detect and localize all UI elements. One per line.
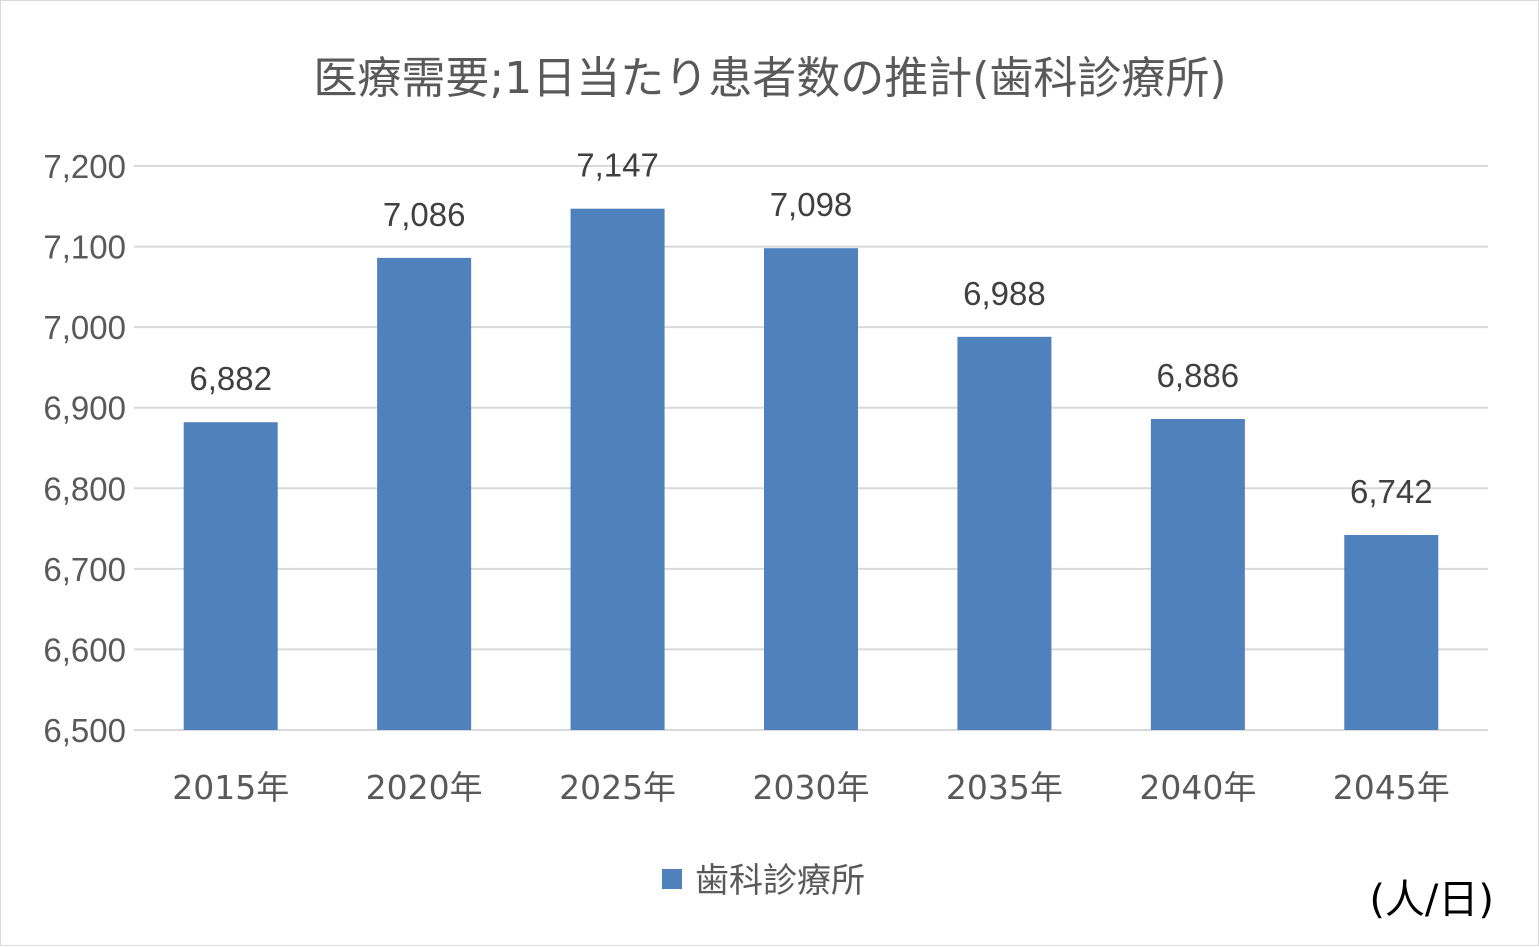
bar — [1344, 535, 1439, 730]
x-axis-ticks: 2015年 2020年 2025年 2030年 2035年 2040年 2045年 — [172, 768, 1450, 807]
y-tick-label: 6,700 — [43, 551, 126, 588]
chart-title: 医療需要;1日当たり患者数の推計(歯科診療所) — [313, 53, 1226, 104]
legend: 歯科診療所 — [662, 861, 865, 901]
bar — [764, 248, 858, 730]
data-label: 6,882 — [189, 360, 272, 397]
x-tick-label: 2030年 — [753, 768, 870, 807]
data-labels: 6,882 7,086 7,147 7,098 6,988 6,886 6,742 — [189, 147, 1432, 510]
unit-note: (人/日) — [1369, 877, 1494, 923]
y-tick-label: 6,500 — [43, 712, 126, 749]
data-label: 7,147 — [576, 147, 659, 184]
y-tick-label: 7,200 — [43, 148, 126, 185]
legend-swatch — [662, 869, 682, 889]
bar — [570, 208, 665, 730]
y-tick-label: 6,800 — [43, 470, 126, 507]
bar — [377, 257, 472, 730]
bar — [1150, 418, 1245, 730]
legend-label: 歯科診療所 — [695, 861, 865, 901]
x-tick-label: 2035年 — [946, 768, 1063, 807]
x-tick-label: 2045年 — [1333, 768, 1450, 807]
data-label: 7,098 — [770, 186, 853, 223]
y-tick-label: 6,600 — [43, 631, 126, 668]
x-tick-label: 2020年 — [366, 768, 483, 807]
x-tick-label: 2015年 — [172, 768, 289, 807]
data-label: 6,988 — [963, 275, 1046, 312]
y-tick-label: 7,100 — [43, 229, 126, 266]
data-label: 7,086 — [383, 196, 466, 233]
bar — [183, 422, 278, 730]
x-tick-label: 2025年 — [559, 768, 676, 807]
data-label: 6,742 — [1350, 473, 1433, 510]
data-label: 6,886 — [1157, 357, 1240, 394]
x-tick-label: 2040年 — [1139, 768, 1256, 807]
bar — [957, 336, 1052, 730]
y-axis-ticks: 6,500 6,600 6,700 6,800 6,900 7,000 7,100 7,200 — [43, 148, 126, 749]
y-tick-label: 6,900 — [43, 390, 126, 427]
y-tick-label: 7,000 — [43, 309, 126, 346]
bars — [183, 208, 1439, 730]
